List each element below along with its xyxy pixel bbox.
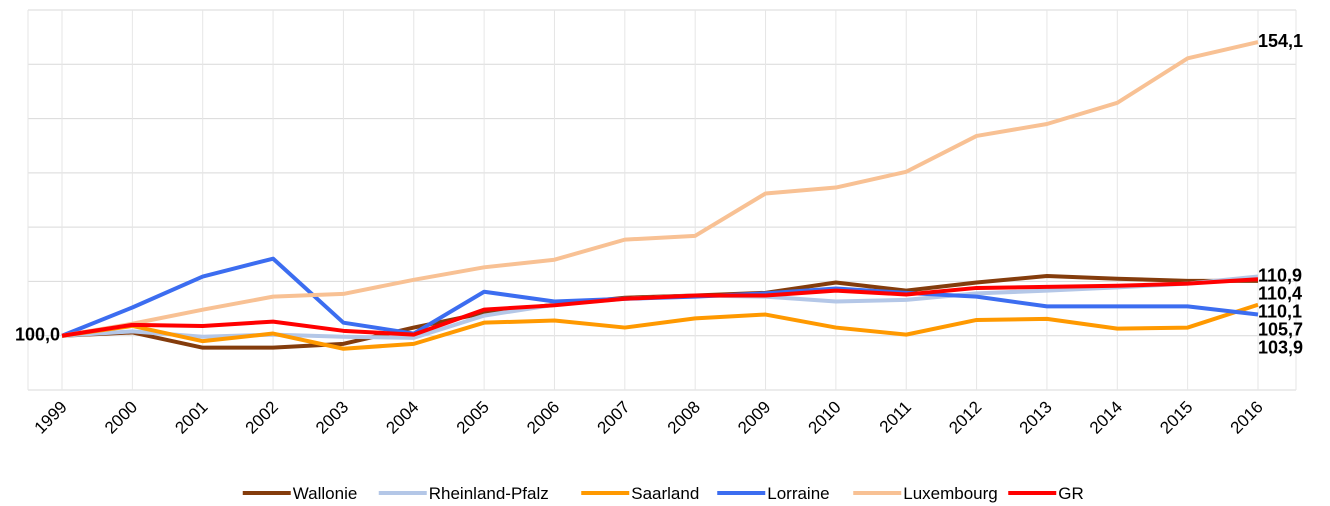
- x-tick-label: 2011: [876, 397, 915, 436]
- x-tick-label: 2016: [1227, 397, 1267, 437]
- series-line: [61, 277, 1259, 338]
- x-tick-label: 2003: [312, 397, 352, 437]
- legend-label: Saarland: [631, 484, 699, 503]
- x-tick-label: 2009: [734, 397, 774, 437]
- x-tick-label: 2006: [523, 397, 563, 437]
- x-tick-label: 2015: [1156, 397, 1196, 437]
- legend-label: GR: [1058, 484, 1084, 503]
- legend: Wallonie Rheinland-Pfalz Saarland Lorraine L…: [242, 484, 1084, 503]
- legend-label: Wallonie: [293, 484, 358, 503]
- x-tick-label: 2001: [171, 397, 211, 437]
- x-tick-label: 2013: [1016, 397, 1056, 437]
- value-label: 110,1: [1258, 301, 1302, 321]
- value-label: 100,0: [15, 324, 60, 344]
- value-label: 103,9: [1258, 337, 1303, 357]
- x-tick-label: 2012: [945, 397, 985, 437]
- value-label: 154,1: [1258, 31, 1303, 51]
- x-tick-label: 2008: [664, 397, 704, 437]
- x-tick-label: 2007: [593, 397, 633, 437]
- legend-label: Luxembourg: [903, 484, 998, 503]
- series-line: [61, 302, 1259, 351]
- value-label: 105,7: [1258, 319, 1303, 339]
- x-tick-label: 2000: [101, 397, 141, 437]
- x-tick-label: 2005: [453, 397, 493, 437]
- x-tick-label: 2002: [242, 397, 282, 437]
- value-label: 110,4: [1258, 283, 1302, 303]
- x-tick-label: 2004: [382, 397, 422, 437]
- value-label: 110,9: [1258, 265, 1302, 285]
- x-tick-label: 1999: [31, 397, 71, 437]
- series-line: [61, 40, 1259, 338]
- legend-label: Lorraine: [767, 484, 829, 503]
- x-tick-label: 2014: [1086, 397, 1126, 437]
- legend-label: Rheinland-Pfalz: [429, 484, 549, 503]
- x-tick-label: 2010: [805, 397, 845, 437]
